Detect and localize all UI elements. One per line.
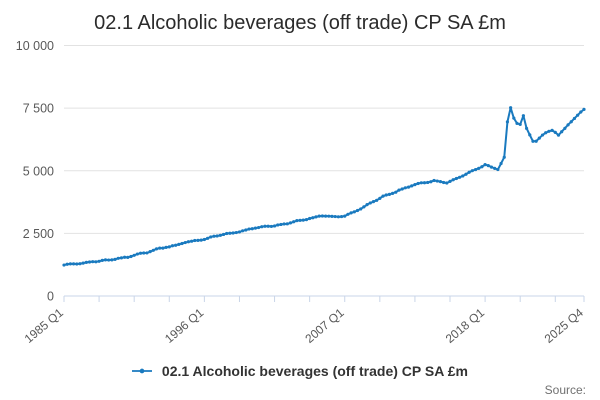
svg-text:1985 Q1: 1985 Q1 <box>22 305 67 346</box>
svg-text:0: 0 <box>47 290 54 304</box>
svg-text:1996 Q1: 1996 Q1 <box>162 305 207 346</box>
svg-text:10 000: 10 000 <box>16 39 54 53</box>
svg-text:7 500: 7 500 <box>23 102 54 116</box>
svg-text:2007 Q1: 2007 Q1 <box>302 305 347 346</box>
svg-text:5 000: 5 000 <box>23 164 54 178</box>
svg-text:2025 Q4: 2025 Q4 <box>542 305 587 346</box>
svg-text:2 500: 2 500 <box>23 227 54 241</box>
svg-text:2018 Q1: 2018 Q1 <box>443 305 488 346</box>
